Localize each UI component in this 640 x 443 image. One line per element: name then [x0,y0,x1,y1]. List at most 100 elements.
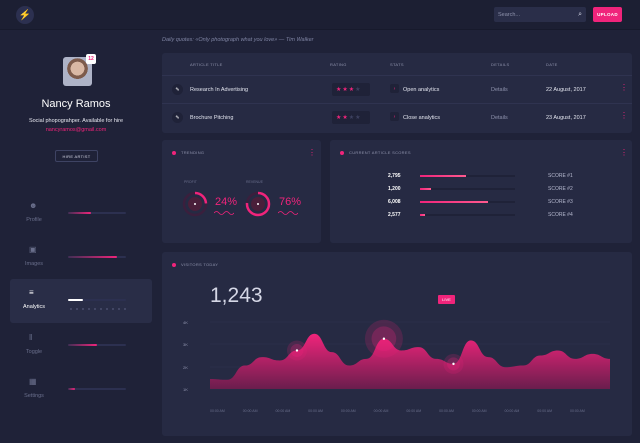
grid-icon: ▦ [29,377,37,386]
table-row[interactable]: ✎ Research In Advertising ★★★★ › Open an… [162,75,632,103]
chart-icon: ≡ [29,288,34,297]
x-tick-label: 00:00 AM [340,409,356,413]
article-title[interactable]: Brochure Pitching [190,115,234,121]
notification-badge: 12 [86,54,96,64]
score-bar [420,188,432,190]
score-track [420,188,515,190]
y-tick-label: 4K [183,320,188,325]
scores-card [330,140,632,243]
ring-label: REVENUE [246,180,263,184]
visitors-title: VISITORS TODAY [172,262,218,267]
more-options-icon[interactable]: ⋮ [308,148,316,157]
wave-decoration [278,211,298,215]
search-icon[interactable]: ⌕ [578,10,582,18]
sidebar-item-analytics[interactable]: ≡ Analytics [10,279,152,323]
profile-email[interactable]: nancyramos@gmail.com [45,127,107,133]
article-date: 22 August, 2017 [546,87,586,93]
highlight-point[interactable] [295,349,299,352]
x-tick-label: 00:00 AM [406,409,422,413]
wave-decoration [214,211,234,215]
score-bar [420,175,466,177]
profile-name: Nancy Ramos [41,98,111,110]
trending-title: TRENDING [172,150,204,155]
stats-link[interactable]: Close analytics [403,115,440,121]
score-value: 2,577 [388,212,401,218]
sidebar-item-images[interactable]: ▣ Images [10,236,152,280]
progress-fill [68,388,75,390]
x-tick-label: 00:00 AM [570,409,585,413]
live-tooltip: LIVE [438,295,455,304]
score-track [420,214,515,216]
x-tick-label: 00:00 AM [308,409,323,413]
logo-icon[interactable]: ⚡ [16,6,34,24]
progress-fill [68,256,118,258]
x-tick-label: 00:00 AM [210,409,225,413]
article-date: 23 August, 2017 [546,115,586,121]
sidebar-item-label: Toggle [25,349,43,355]
search-box[interactable]: ⌕ [494,7,586,22]
ring-label: PROFIT [184,180,197,184]
progress-fill [68,212,92,214]
score-value: 6,008 [388,199,401,205]
progress-track [68,388,126,390]
profit-percent: 24% [215,196,238,208]
score-track [420,201,515,203]
image-icon: ▣ [29,245,37,254]
revenue-percent: 76% [279,196,302,208]
more-options-icon[interactable]: ⋮ [620,111,628,120]
stats-toggle-icon[interactable]: › [390,112,399,121]
area-series [210,333,610,389]
progress-track [68,256,126,258]
hire-artist-button[interactable]: HIRE ARTIST [55,150,98,162]
profile-bio: Social phopograhper. Available for hire [28,118,124,124]
pin-icon[interactable]: ✎ [172,112,183,123]
upload-button[interactable]: UPLOAD [593,7,622,22]
column-header-title[interactable]: ARTICLE TITLE [190,62,223,67]
table-row[interactable]: ✎ Brochure Pitching ★★★★ › Close analyti… [162,103,632,131]
sidebar-item-profile[interactable]: ☻ Profile [10,192,152,236]
sidebar-item-label: Images [24,261,44,267]
score-track [420,175,515,177]
rating-stars[interactable]: ★★★★ [332,111,370,124]
sidebar-item-toggle[interactable]: ‖ Toggle [10,324,152,368]
highlight-point[interactable] [452,362,455,366]
article-title[interactable]: Research In Advertising [190,87,249,93]
progress-track [68,299,126,301]
details-link[interactable]: Details [491,115,508,121]
stats-toggle-icon[interactable]: › [390,84,399,93]
column-header-rating[interactable]: RATING [330,62,347,67]
score-bar [420,214,425,216]
stats-link[interactable]: Open analytics [403,87,440,93]
score-label: SCORE #1 [548,173,573,179]
visitors-area-chart [210,319,610,390]
sidebar-item-label: Profile [26,217,42,223]
y-tick-label: 3K [183,342,188,347]
column-header-details[interactable]: DETAILS [491,62,510,67]
revenue-ring [245,191,271,217]
column-header-stats[interactable]: STATS [390,62,404,67]
y-tick-label: 1K [183,387,188,392]
x-tick-label: 00:00 AM [373,409,389,413]
search-input[interactable] [498,11,579,18]
profit-ring [182,191,208,217]
more-options-icon[interactable]: ⋮ [620,83,628,92]
progress-fill [68,299,83,301]
sidebar-item-settings[interactable]: ▦ Settings [10,368,152,412]
details-link[interactable]: Details [491,87,508,93]
x-tick-label: 00:00 AM [471,409,487,413]
pin-icon[interactable]: ✎ [172,84,183,95]
x-tick-label: 00:00 AM [537,409,553,413]
score-value: 2,795 [388,173,401,179]
rating-stars[interactable]: ★★★★ [332,83,370,96]
sidebar-item-label: Analytics [22,304,45,310]
score-label: SCORE #3 [548,199,573,205]
x-tick-label: 00:00 AM [439,409,454,413]
progress-track [68,344,126,346]
more-options-icon[interactable]: ⋮ [620,148,628,157]
highlight-point[interactable] [382,337,386,340]
x-tick-label: 00:00 AM [242,409,258,413]
visitors-total: 1,243 [210,284,263,307]
user-icon: ☻ [29,201,38,210]
x-tick-label: 00:00 AM [504,409,520,413]
column-header-date[interactable]: DATE [546,62,558,67]
